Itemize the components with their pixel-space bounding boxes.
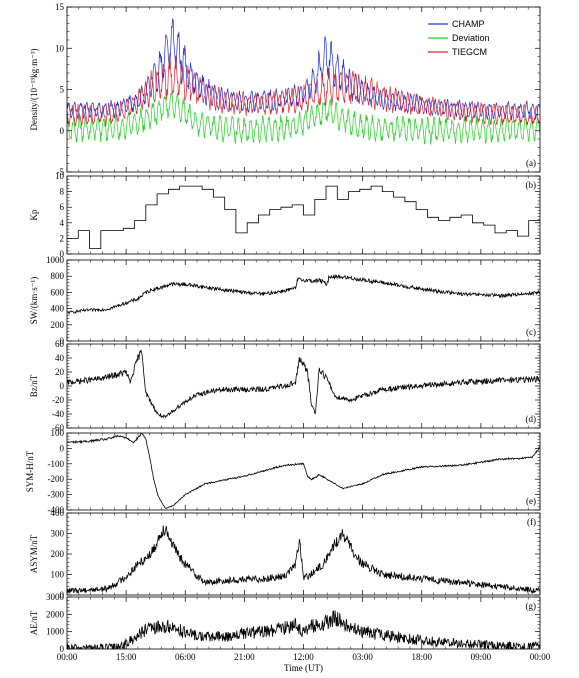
x-axis-label: Time (UT) [284,663,323,673]
y-tick-label: 40 [55,353,65,363]
y-tick-label: 1000 [46,627,65,637]
y-tick-label: -5 [57,167,65,177]
panel-tag: (d) [526,414,537,424]
y-axis-label: Kp [29,209,39,220]
y-tick-label: 0 [60,249,65,259]
legend-label-champ: CHAMP [452,19,485,29]
y-tick-label: 200 [51,549,65,559]
x-tick-label: 03:00 [352,652,373,662]
y-axis-label: SW/(km·s⁻¹) [29,277,39,324]
series-line-kp [67,185,540,249]
y-axis-label: AE/nT [29,610,39,635]
panel-frame [66,596,541,650]
y-tick-label: 0 [60,644,65,654]
legend-label-tiegcm: TIEGCM [452,47,487,57]
y-tick-label: 300 [51,529,65,539]
series-line-sw [67,274,540,315]
series-line-asym [67,525,540,595]
y-tick-label: 3000 [46,592,65,602]
y-axis-label: ASYM/nT [29,534,39,573]
y-tick-label: 800 [51,271,65,281]
x-tick-label: 21:00 [234,652,255,662]
panel-tag: (c) [526,327,536,337]
plot-area [67,349,540,419]
x-tick-label: 18:00 [411,652,432,662]
x-tick-label: 06:00 [175,652,196,662]
y-tick-label: 20 [55,367,65,377]
y-tick-label: 2 [60,233,65,243]
panel-c: 0 200 400 600 800 1000 SW/(km·s⁻¹) (c) [29,255,541,346]
x-tick-label: 12:00 [293,652,314,662]
panel-f: 0 100 200 300 400 ASYM/nT (f) [29,508,541,600]
y-tick-label: 100 [51,428,65,438]
y-tick-label: 0 [60,381,65,391]
series-line-deviation [67,92,540,145]
y-tick-label: 600 [51,287,65,297]
x-tick-label: 09:00 [471,652,492,662]
panel-tag: (a) [526,158,536,168]
y-axis-label: SYM-H/nT [25,450,35,492]
y-tick-label: 1000 [46,255,65,265]
x-tick-label: 00:00 [57,652,78,662]
y-tick-label: 400 [51,304,65,314]
series-line-champ [67,18,540,121]
plot-area [67,610,540,649]
y-tick-label: 10 [55,171,65,181]
y-tick-label: 0 [60,443,65,453]
plot-area [67,433,540,509]
series-line-tiegcm [67,53,540,127]
panels-group: -5 0 5 10 15 Density/(10⁻¹³kg·m⁻³) (a) CHAMP Dev… [25,2,551,662]
panel-tag: (g) [526,601,537,611]
y-axis-label: Density/(10⁻¹³kg·m⁻³) [29,48,39,130]
y-tick-label: 6 [60,202,65,212]
y-tick-label: -200 [48,474,65,484]
y-tick-label: 60 [55,339,65,349]
y-tick-label: -60 [52,423,64,433]
y-tick-label: 8 [60,187,65,197]
y-tick-label: -100 [48,459,65,469]
y-tick-label: 4 [60,218,65,228]
panel-a: -5 0 5 10 15 Density/(10⁻¹³kg·m⁻³) (a) CHAMP Dev… [29,2,541,177]
plot-area [67,185,540,249]
y-tick-label: 400 [51,508,65,518]
y-tick-label: 100 [51,570,65,580]
plot-area [67,274,540,315]
y-tick-label: 5 [60,85,65,95]
panel-b: 0 2 4 6 8 10 Kp (b) [29,171,541,259]
plot-area [67,525,540,595]
y-tick-label: 10 [55,43,65,53]
panel-g: 0 1000 2000 3000 AE/nT (g) 00:00 15:00 06:00 21:0… [29,592,551,662]
y-tick-label: 200 [51,320,65,330]
panel-frame [66,432,541,511]
legend: CHAMP Deviation TIEGCM [428,19,490,57]
plot-area [67,18,540,145]
panel-tag: (e) [526,496,536,506]
panel-e: -400 -300 -200 -100 0 100 SYM-H/nT (e) [25,428,541,515]
y-tick-label: -300 [48,490,65,500]
y-tick-label: -400 [48,505,65,515]
x-tick-label: 15:00 [116,652,137,662]
y-tick-label: 15 [55,2,65,12]
series-line-sym-h [67,433,540,509]
series-line-bz [67,349,540,419]
x-tick-label: 00:00 [530,652,551,662]
y-tick-label: 0 [60,126,65,136]
panel-tag: (f) [527,517,536,527]
y-tick-label: -20 [52,395,64,405]
y-tick-label: 0 [60,336,65,346]
legend-label-deviation: Deviation [452,33,490,43]
y-tick-label: 2000 [46,609,65,619]
panel-tag: (b) [526,180,537,190]
y-tick-label: 0 [60,590,65,600]
y-tick-label: -40 [52,409,64,419]
series-line-ae [67,610,540,649]
y-axis-label: Bz/nT [29,374,39,397]
panel-d: -60 -40 -20 0 20 40 60 Bz/nT (d) [29,339,541,433]
